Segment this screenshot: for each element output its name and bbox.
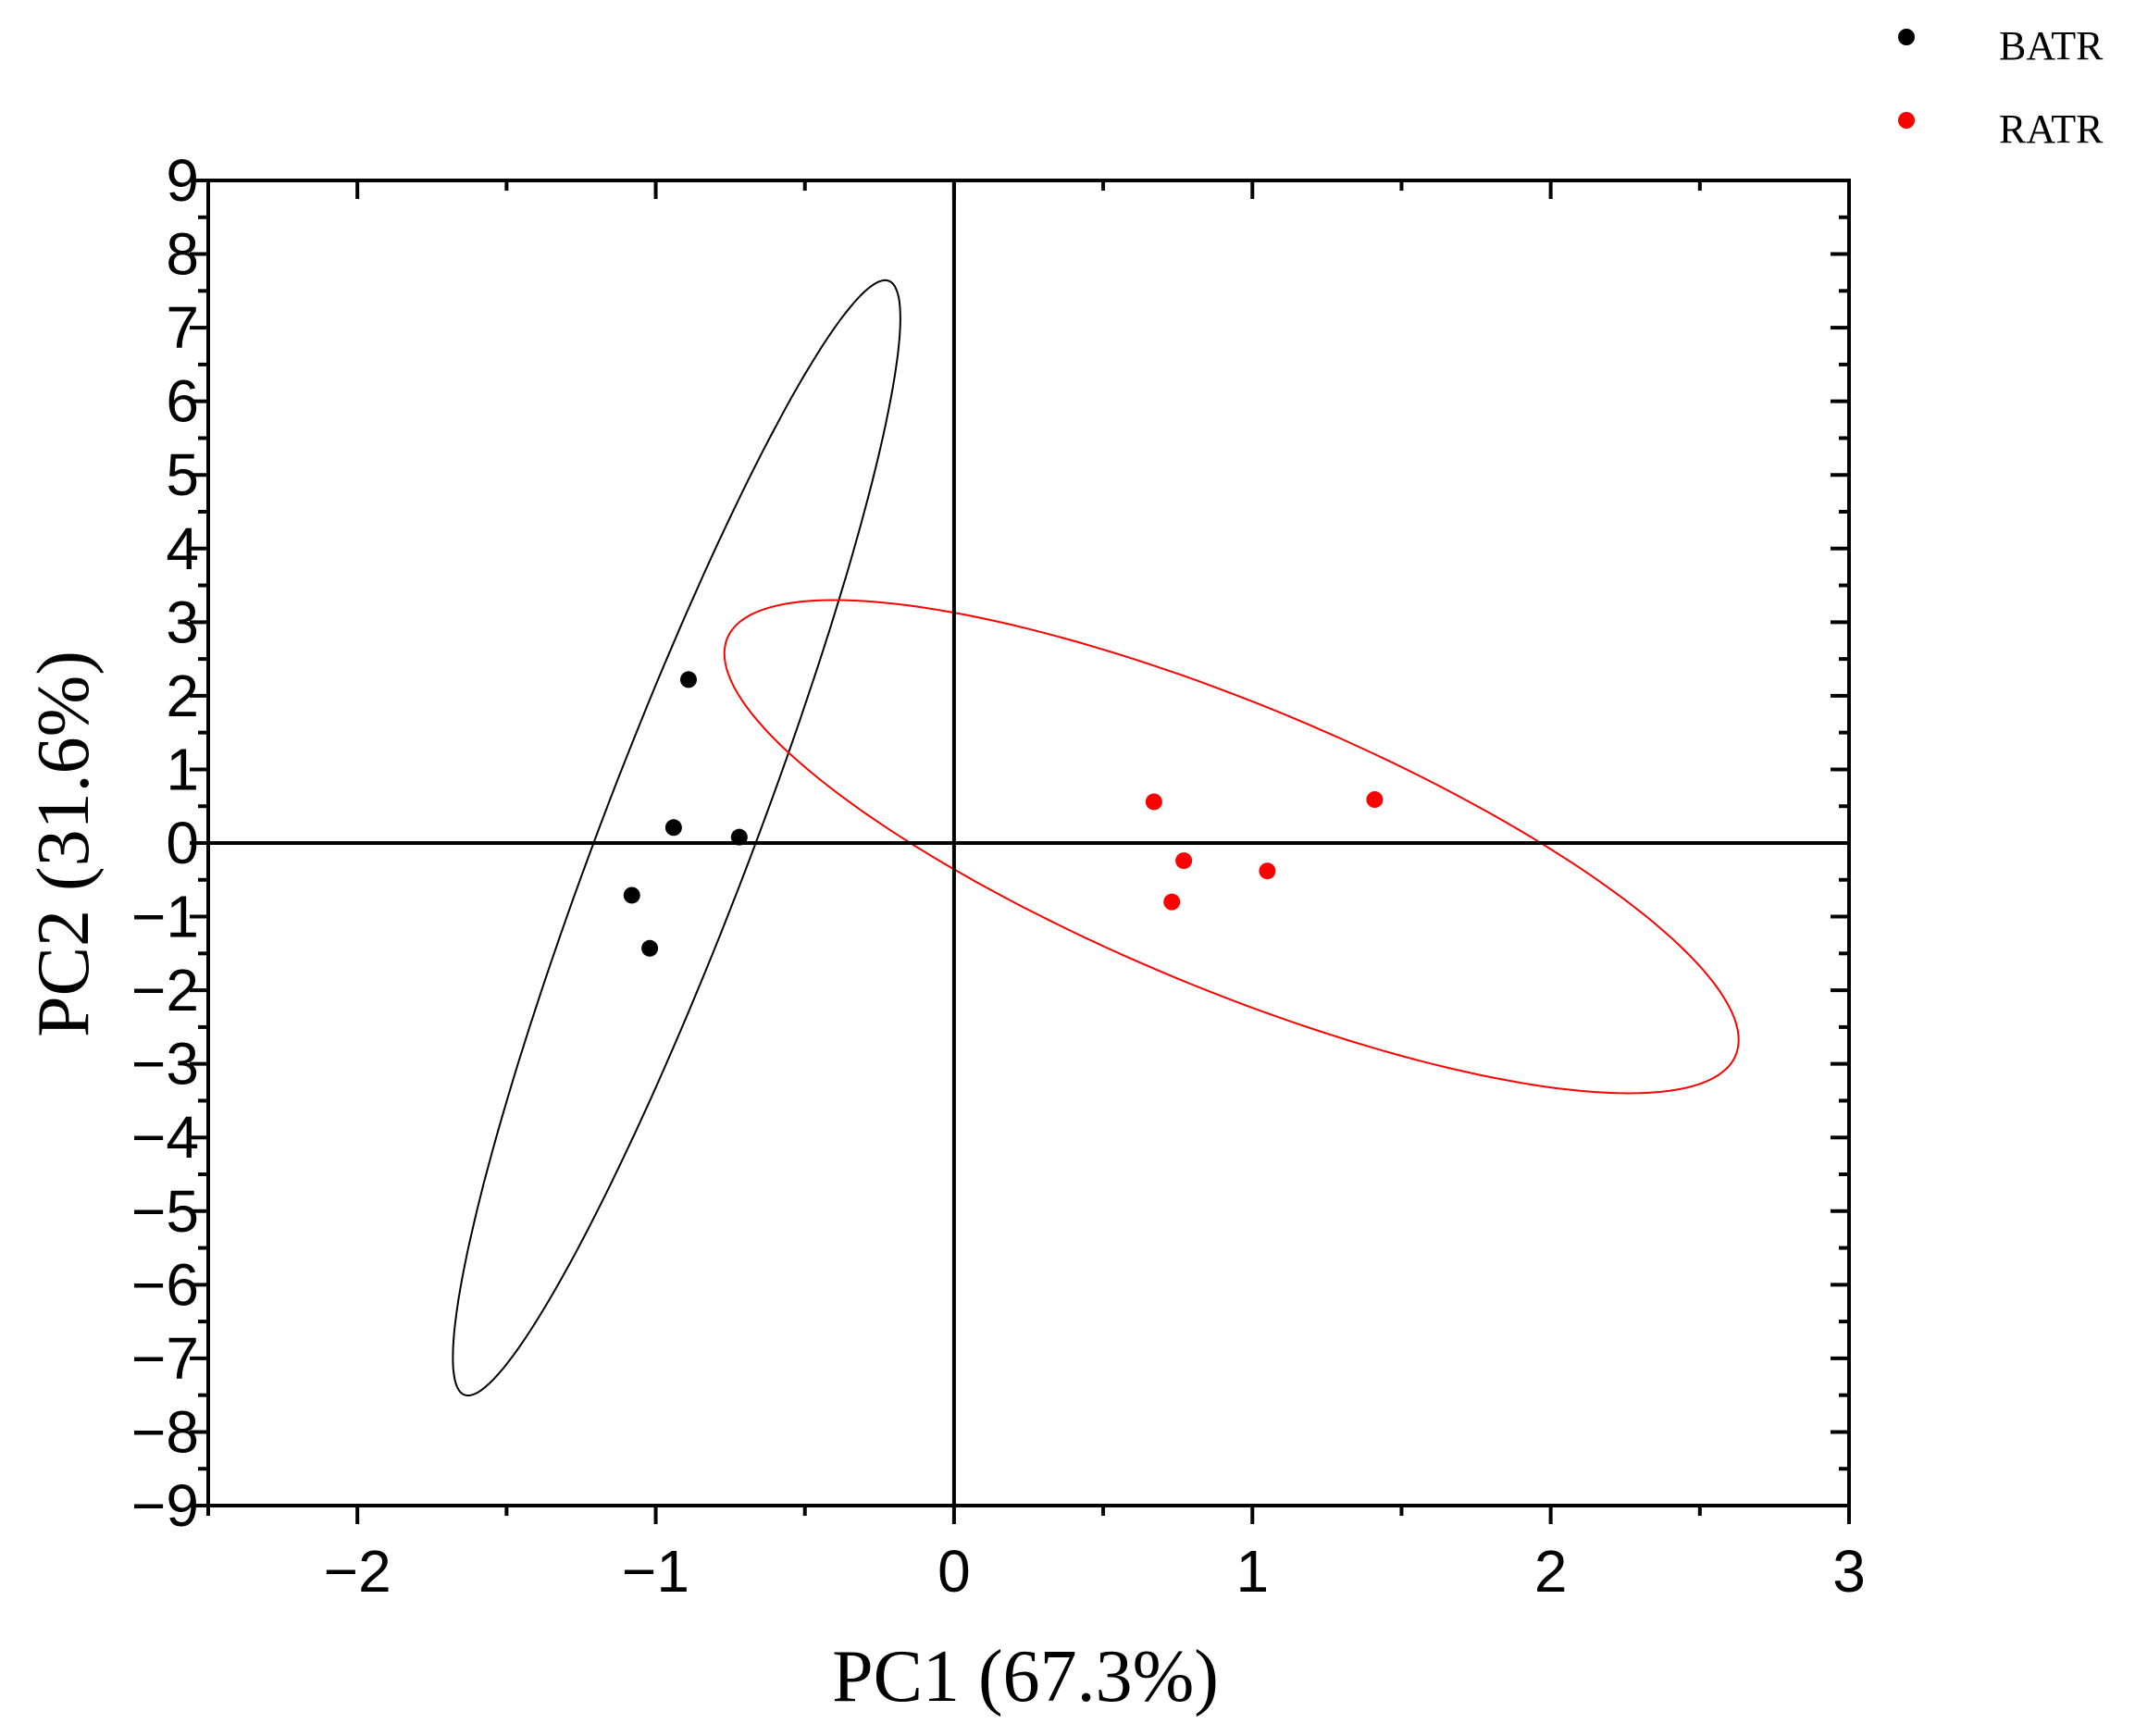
y-tick-label: 0 — [166, 810, 199, 876]
confidence-ellipse-batr — [452, 279, 901, 1397]
legend: BATR RATR — [1898, 23, 2104, 152]
legend-marker-batr — [1898, 29, 1915, 45]
legend-label-ratr: RATR — [1999, 106, 2104, 152]
y-tick-label: 2 — [166, 663, 199, 729]
data-point-batr — [730, 828, 748, 846]
legend-label-batr: BATR — [1999, 23, 2104, 68]
x-tick-label: 3 — [1832, 1538, 1866, 1605]
y-tick-label: −6 — [131, 1251, 199, 1318]
legend-marker-ratr — [1898, 112, 1915, 129]
y-tick-label: −3 — [131, 1031, 199, 1097]
y-tick-label: −2 — [131, 957, 199, 1023]
x-tick-label: −2 — [324, 1538, 391, 1605]
y-tick-label: 1 — [166, 736, 199, 802]
x-tick-label: −1 — [622, 1538, 689, 1605]
y-tick-label: 3 — [166, 589, 199, 655]
y-tick-label: 4 — [166, 515, 199, 582]
x-tick-label: 0 — [937, 1538, 971, 1605]
y-tick-label: 6 — [166, 368, 199, 435]
data-point-ratr — [1175, 852, 1193, 870]
x-tick-label: 2 — [1534, 1538, 1568, 1605]
y-tick-label: 8 — [166, 221, 199, 288]
data-point-batr — [641, 939, 659, 957]
y-tick-label: −5 — [131, 1178, 199, 1245]
zero-lines — [208, 180, 1849, 1506]
y-axis-title: PC2 (31.6%) — [23, 651, 105, 1037]
data-point-ratr — [1366, 791, 1384, 809]
data-point-ratr — [1259, 862, 1276, 880]
data-point-ratr — [1163, 893, 1181, 911]
confidence-ellipse-ratr — [723, 599, 1740, 1095]
data-point-batr — [664, 819, 682, 837]
data-point-batr — [680, 671, 698, 688]
x-axis-title: PC1 (67.3%) — [832, 1636, 1219, 1717]
confidence-ellipses — [452, 279, 1740, 1397]
x-tick-label: 1 — [1235, 1538, 1269, 1605]
y-tick-label: 9 — [166, 147, 199, 214]
y-tick-label: 7 — [166, 294, 199, 361]
y-tick-label: −8 — [131, 1398, 199, 1465]
y-tick-label: −9 — [131, 1472, 199, 1539]
y-tick-label: −4 — [131, 1104, 199, 1171]
data-point-batr — [623, 887, 640, 904]
y-tick-label: −1 — [131, 884, 199, 950]
data-points — [623, 671, 1384, 957]
y-tick-label: −7 — [131, 1325, 199, 1392]
data-point-ratr — [1145, 793, 1162, 811]
y-tick-label: 5 — [166, 441, 199, 508]
